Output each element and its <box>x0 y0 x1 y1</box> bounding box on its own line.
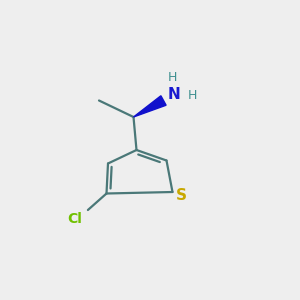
Text: S: S <box>176 188 187 202</box>
Text: Cl: Cl <box>67 212 82 226</box>
Polygon shape <box>134 96 166 117</box>
Text: H: H <box>188 89 197 103</box>
Text: H: H <box>168 70 177 84</box>
Text: N: N <box>168 87 180 102</box>
